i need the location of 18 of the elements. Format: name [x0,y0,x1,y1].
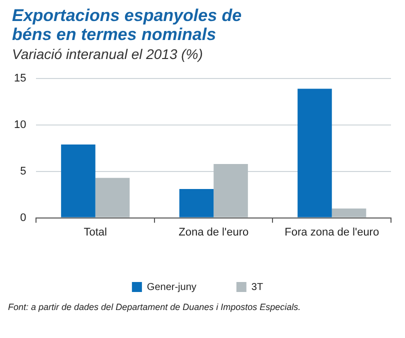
bar [179,189,214,218]
bar [214,164,248,218]
chart-subtitle: Variació interanual el 2013 (%) [11,45,204,62]
x-tick-label: Fora zona de l'euro [284,226,380,238]
bar [332,208,366,218]
y-tick-label: 10 [14,119,26,132]
bar [95,178,130,218]
legend-label: Gener-juny [146,282,196,293]
text: Font: a partir de dades del Departament de Duanes i Impostos Especials. [7,302,302,312]
x-tick-label: Total [84,226,107,238]
x-tick-label: Zona de l'euro [178,226,249,238]
legend-label: 3T [251,282,264,293]
y-tick-label: 15 [14,72,26,85]
chart-title: Exportacions espanyoles de béns en termes nominals [11,5,243,44]
y-tick-label: 0 [20,212,26,224]
bar [298,88,332,218]
bar [61,144,96,218]
y-tick-label: 5 [20,165,26,178]
